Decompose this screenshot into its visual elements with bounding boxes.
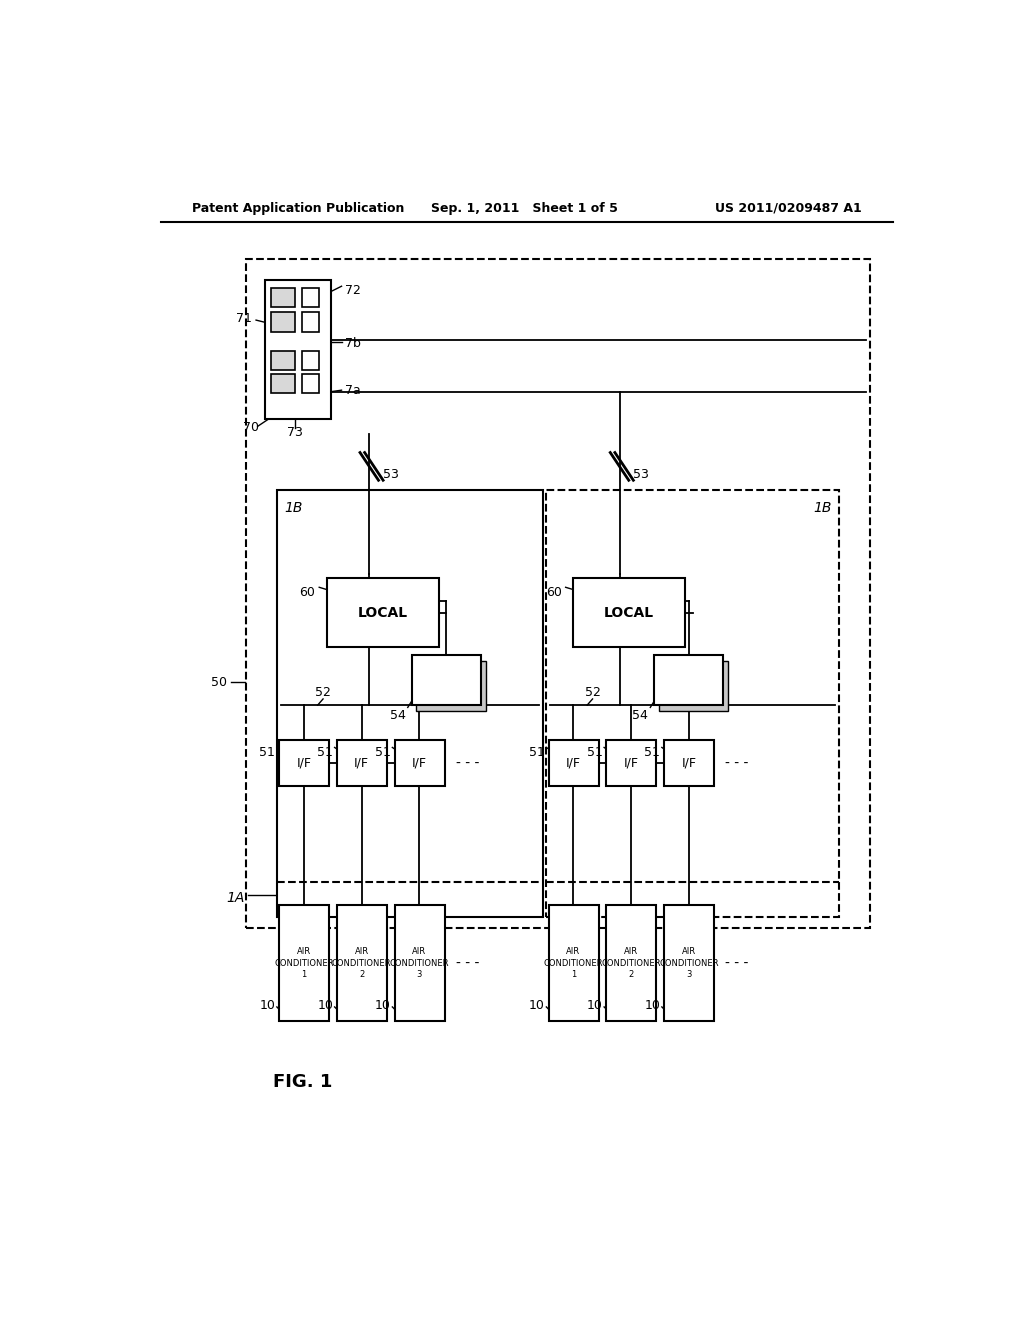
Text: Sep. 1, 2011   Sheet 1 of 5: Sep. 1, 2011 Sheet 1 of 5 <box>431 202 618 215</box>
Text: 53: 53 <box>383 467 399 480</box>
Bar <box>606 906 656 1020</box>
Text: 51: 51 <box>644 746 660 759</box>
Bar <box>658 661 728 711</box>
Bar <box>394 906 444 1020</box>
Text: - - -: - - - <box>456 756 479 770</box>
Bar <box>665 739 714 785</box>
Bar <box>271 374 295 393</box>
Bar <box>276 490 543 917</box>
Text: AIR
CONDITIONER
2: AIR CONDITIONER 2 <box>601 948 660 978</box>
Text: 1B: 1B <box>285 502 303 515</box>
Bar <box>547 490 839 917</box>
Bar <box>573 578 685 647</box>
Bar <box>302 313 319 331</box>
Text: 70: 70 <box>244 421 259 434</box>
Text: 51: 51 <box>317 746 333 759</box>
Bar <box>549 906 599 1020</box>
Bar <box>412 655 481 705</box>
Text: 52: 52 <box>315 686 331 700</box>
Text: 54: 54 <box>389 709 406 722</box>
Text: 73: 73 <box>287 426 302 440</box>
Bar <box>302 374 319 393</box>
Text: I/F: I/F <box>412 756 427 770</box>
Bar <box>302 351 319 370</box>
Text: 54: 54 <box>632 709 648 722</box>
Text: AIR
CONDITIONER
1: AIR CONDITIONER 1 <box>274 948 334 978</box>
Bar <box>302 288 319 308</box>
Bar <box>606 739 656 785</box>
Text: 10: 10 <box>529 999 545 1012</box>
Text: 10: 10 <box>317 999 333 1012</box>
Text: 10: 10 <box>644 999 660 1012</box>
Text: - - -: - - - <box>725 756 749 770</box>
Text: I/F: I/F <box>566 756 581 770</box>
Text: PERSONAL: PERSONAL <box>664 669 714 678</box>
Text: 51: 51 <box>529 746 545 759</box>
Text: 10: 10 <box>259 999 275 1012</box>
Text: - - -: - - - <box>725 956 749 970</box>
Text: 7a: 7a <box>345 384 360 397</box>
Text: 50: 50 <box>211 676 227 689</box>
Text: Patent Application Publication: Patent Application Publication <box>193 202 404 215</box>
Text: LOCAL: LOCAL <box>357 606 408 619</box>
Text: AIR
CONDITIONER
2: AIR CONDITIONER 2 <box>332 948 391 978</box>
Text: 1B: 1B <box>813 502 831 515</box>
Text: 10: 10 <box>587 999 602 1012</box>
Text: LOCAL: LOCAL <box>604 606 654 619</box>
Bar <box>394 739 444 785</box>
Bar <box>337 739 387 785</box>
Text: FIG. 1: FIG. 1 <box>273 1073 333 1092</box>
Text: 71: 71 <box>236 312 252 325</box>
Bar <box>271 288 295 308</box>
Text: US 2011/0209487 A1: US 2011/0209487 A1 <box>716 202 862 215</box>
Text: 10: 10 <box>375 999 391 1012</box>
Text: I/F: I/F <box>624 756 639 770</box>
Bar <box>271 351 295 370</box>
Bar <box>265 280 331 418</box>
Text: COMPUTER: COMPUTER <box>420 681 472 690</box>
Text: COMPUTER: COMPUTER <box>663 681 715 690</box>
Text: - - -: - - - <box>456 956 479 970</box>
Text: 60: 60 <box>546 586 562 599</box>
Bar <box>665 906 714 1020</box>
Text: I/F: I/F <box>296 756 311 770</box>
Text: 51: 51 <box>587 746 602 759</box>
Bar <box>416 661 485 711</box>
Bar <box>549 739 599 785</box>
Text: I/F: I/F <box>354 756 369 770</box>
Text: 72: 72 <box>345 284 360 297</box>
Text: 60: 60 <box>299 586 315 599</box>
Text: 1A: 1A <box>226 891 245 904</box>
Bar <box>654 655 724 705</box>
Text: 7b: 7b <box>345 337 360 350</box>
Text: 52: 52 <box>585 686 601 700</box>
Text: 51: 51 <box>375 746 391 759</box>
Text: AIR
CONDITIONER
1: AIR CONDITIONER 1 <box>544 948 603 978</box>
Text: I/F: I/F <box>681 756 696 770</box>
Bar <box>246 259 869 928</box>
Text: 53: 53 <box>634 467 649 480</box>
Bar <box>327 578 438 647</box>
Text: AIR
CONDITIONER
3: AIR CONDITIONER 3 <box>389 948 450 978</box>
Bar <box>271 313 295 331</box>
Bar <box>280 906 330 1020</box>
Text: PERSONAL: PERSONAL <box>421 669 471 678</box>
Text: 51: 51 <box>259 746 275 759</box>
Bar <box>337 906 387 1020</box>
Bar <box>280 739 330 785</box>
Text: AIR
CONDITIONER
3: AIR CONDITIONER 3 <box>659 948 719 978</box>
